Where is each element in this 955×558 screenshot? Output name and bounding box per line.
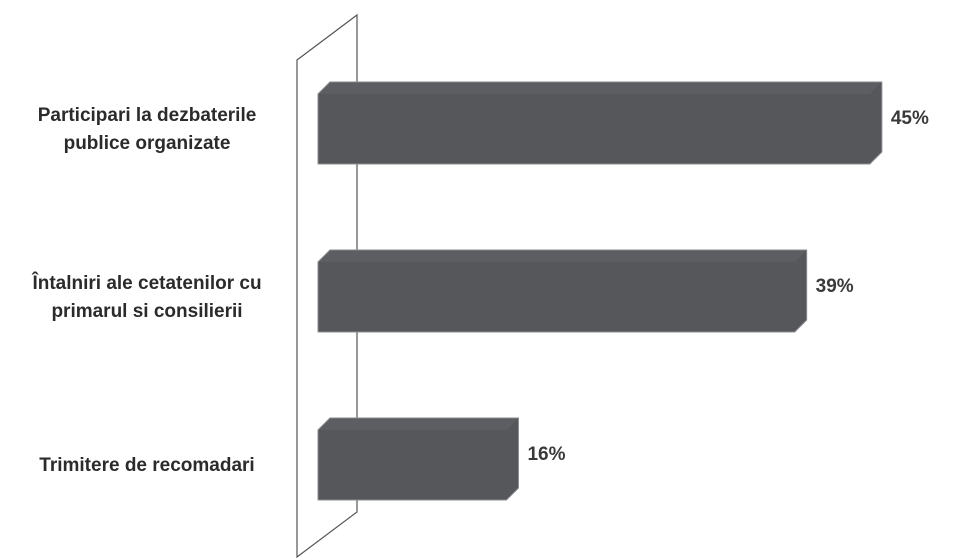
category-label-3: Trimitere de recomadari	[39, 455, 254, 476]
value-labels-group: 45% 39% 16%	[527, 108, 929, 465]
category-label-2: Întalniri ale cetatenilor cu primarul si …	[31, 272, 261, 322]
value-label-3: 16%	[527, 444, 565, 465]
category-label-line: publice organizate	[64, 133, 231, 154]
category-label-1: Participari la dezbaterile publice organi…	[38, 105, 257, 154]
plot-wall	[296, 13, 358, 558]
category-label-line: Întalniri ale cetatenilor cu	[31, 272, 261, 294]
bar-top-facet-3	[318, 418, 519, 430]
bar-1	[317, 81, 883, 165]
bar-2	[317, 249, 808, 333]
category-label-line: Participari la dezbaterile	[38, 105, 257, 126]
category-label-line: Trimitere de recomadari	[39, 455, 254, 476]
category-labels-group: Participari la dezbaterile publice organi…	[31, 105, 261, 476]
bar-3	[317, 417, 519, 501]
category-label-line: primarul si consilierii	[51, 301, 242, 322]
bars-group	[317, 81, 883, 501]
bar-top-facet-1	[318, 82, 882, 94]
value-label-2: 39%	[816, 276, 854, 297]
value-label-1: 45%	[891, 108, 929, 129]
bar-top-facet-2	[318, 250, 807, 262]
